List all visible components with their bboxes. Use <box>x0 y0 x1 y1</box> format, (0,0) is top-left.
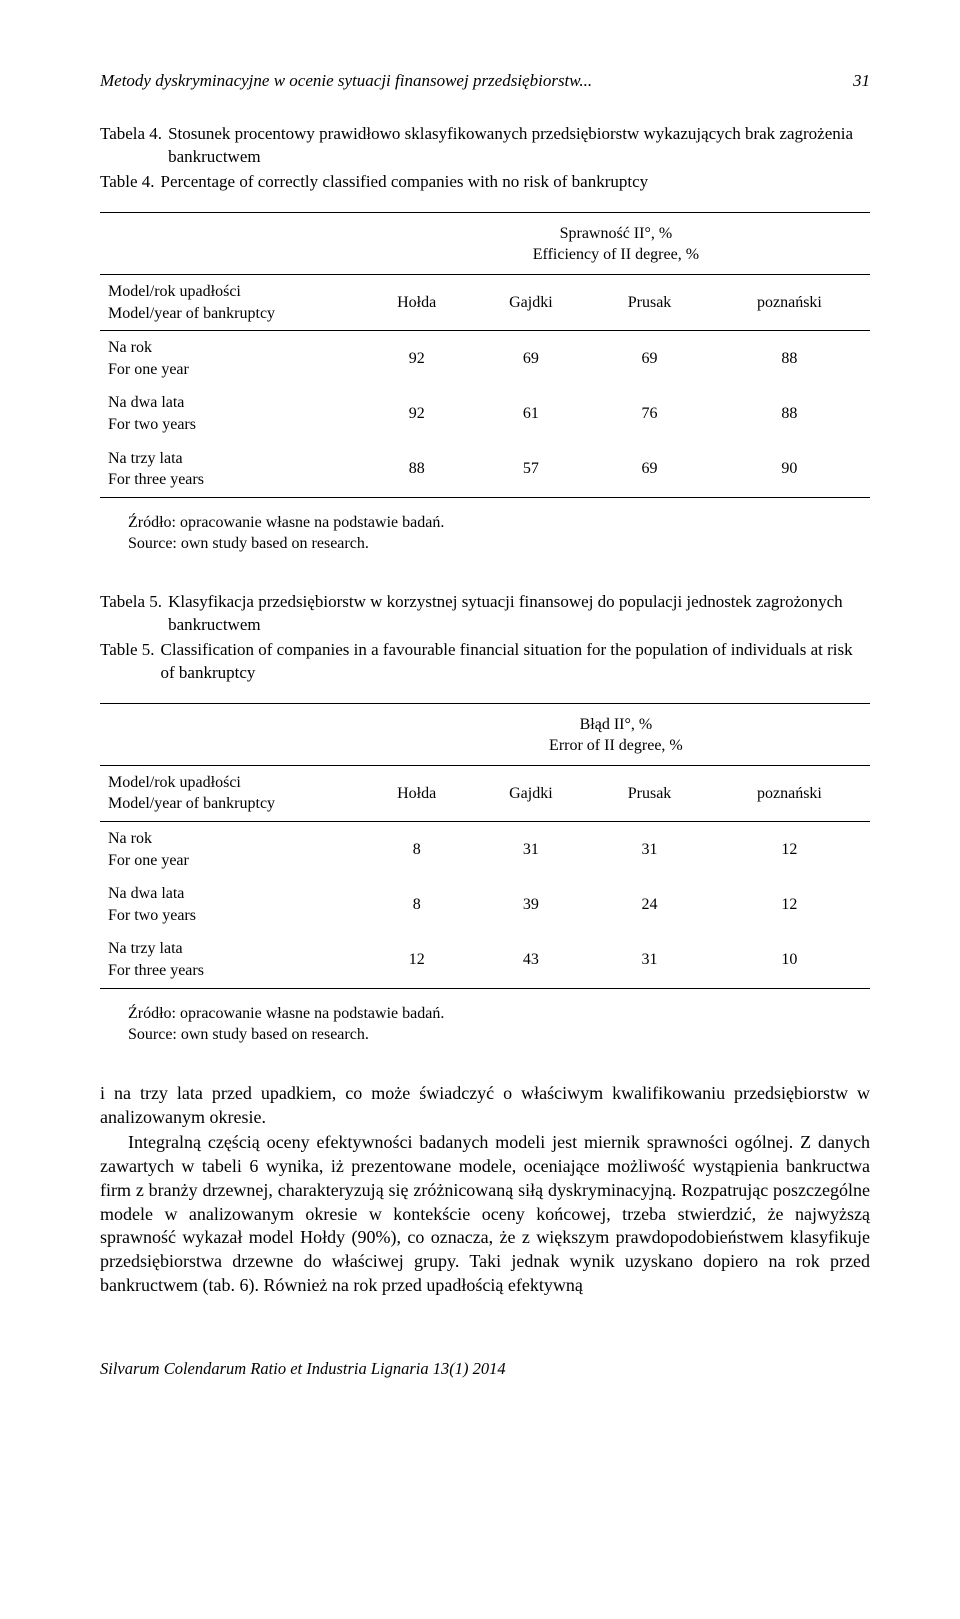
table4-source: Źródło: opracowanie własne na podstawie … <box>128 512 870 555</box>
table5-row0-label-en: For one year <box>108 850 354 872</box>
table5-col0-pl: Model/rok upadłości <box>108 772 354 794</box>
table-cell: 8 <box>362 877 472 932</box>
table4-col2: Gajdki <box>472 274 591 330</box>
table5-caption-pl-label: Tabela 5. <box>100 591 168 637</box>
table5-caption-pl: Tabela 5. Klasyfikacja przedsiębiorstw w… <box>100 591 870 637</box>
table5-col4: poznański <box>709 765 870 821</box>
table5-col1: Hołda <box>362 765 472 821</box>
table4-caption-pl-label: Tabela 4. <box>100 123 168 169</box>
source-pl: Źródło: opracowanie własne na podstawie … <box>128 512 870 534</box>
table5-superheader-en: Error of II degree, % <box>370 735 862 757</box>
table4-caption-en: Table 4. Percentage of correctly classif… <box>100 171 870 194</box>
table-cell: 10 <box>709 932 870 988</box>
table-cell: 69 <box>590 331 709 387</box>
table-cell: 88 <box>362 442 472 498</box>
table4-superheader-pl: Sprawność II°, % <box>370 223 862 245</box>
table4-row1-label-en: For two years <box>108 414 354 436</box>
table-cell: 69 <box>590 442 709 498</box>
table-cell: 12 <box>709 877 870 932</box>
table4-col0-en: Model/year of bankruptcy <box>108 303 354 325</box>
table-cell: 43 <box>472 932 591 988</box>
table4-col4: poznański <box>709 274 870 330</box>
table-cell: 39 <box>472 877 591 932</box>
table-cell: 31 <box>472 822 591 878</box>
table4-row1-label-pl: Na dwa lata <box>108 392 354 414</box>
page-number: 31 <box>853 70 870 93</box>
table5-col2: Gajdki <box>472 765 591 821</box>
journal-footer: Silvarum Colendarum Ratio et Industria L… <box>100 1358 870 1380</box>
table4-col1: Hołda <box>362 274 472 330</box>
table4-caption-en-label: Table 4. <box>100 171 161 194</box>
table-cell: 8 <box>362 822 472 878</box>
table4-superheader-en: Efficiency of II degree, % <box>370 244 862 266</box>
table5-col0-en: Model/year of bankruptcy <box>108 793 354 815</box>
table4-row2-label-en: For three years <box>108 469 354 491</box>
table5-superheader-pl: Błąd II°, % <box>370 714 862 736</box>
table-cell: 88 <box>709 386 870 441</box>
table5-row0-label-pl: Na rok <box>108 828 354 850</box>
source-pl: Źródło: opracowanie własne na podstawie … <box>128 1003 870 1025</box>
table4-caption-en-text: Percentage of correctly classified compa… <box>161 171 870 194</box>
table-cell: 69 <box>472 331 591 387</box>
table4-row2-label-pl: Na trzy lata <box>108 448 354 470</box>
table5-caption-pl-text: Klasyfikacja przedsiębiorstw w korzystne… <box>168 591 870 637</box>
table5-row2-label-pl: Na trzy lata <box>108 938 354 960</box>
table5-col3: Prusak <box>590 765 709 821</box>
table5-caption-en-text: Classification of companies in a favoura… <box>161 639 870 685</box>
table5-row1-label-pl: Na dwa lata <box>108 883 354 905</box>
table-cell: 12 <box>362 932 472 988</box>
running-header: Metody dyskryminacyjne w ocenie sytuacji… <box>100 70 870 93</box>
table4-col0-pl: Model/rok upadłości <box>108 281 354 303</box>
running-title: Metody dyskryminacyjne w ocenie sytuacji… <box>100 70 592 93</box>
table5-row1-label-en: For two years <box>108 905 354 927</box>
table4: Sprawność II°, % Efficiency of II degree… <box>100 212 870 498</box>
table-cell: 88 <box>709 331 870 387</box>
table-cell: 24 <box>590 877 709 932</box>
table-cell: 92 <box>362 331 472 387</box>
table-cell: 76 <box>590 386 709 441</box>
table-cell: 31 <box>590 822 709 878</box>
table-cell: 57 <box>472 442 591 498</box>
source-en: Source: own study based on research. <box>128 533 870 555</box>
table-cell: 61 <box>472 386 591 441</box>
table-cell: 90 <box>709 442 870 498</box>
table5-caption-en-label: Table 5. <box>100 639 161 685</box>
body-paragraph-1: i na trzy lata przed upadkiem, co może ś… <box>100 1082 870 1130</box>
table4-row0-label-en: For one year <box>108 359 354 381</box>
table5-source: Źródło: opracowanie własne na podstawie … <box>128 1003 870 1046</box>
body-paragraph-2: Integralną częścią oceny efektywności ba… <box>100 1131 870 1297</box>
table4-caption-pl: Tabela 4. Stosunek procentowy prawidłowo… <box>100 123 870 169</box>
table-cell: 12 <box>709 822 870 878</box>
table5-caption-en: Table 5. Classification of companies in … <box>100 639 870 685</box>
table4-row0-label-pl: Na rok <box>108 337 354 359</box>
table4-col3: Prusak <box>590 274 709 330</box>
table5-row2-label-en: For three years <box>108 960 354 982</box>
source-en: Source: own study based on research. <box>128 1024 870 1046</box>
table4-caption-pl-text: Stosunek procentowy prawidłowo sklasyfik… <box>168 123 870 169</box>
table-cell: 31 <box>590 932 709 988</box>
table5: Błąd II°, % Error of II degree, % Model/… <box>100 703 870 989</box>
table-cell: 92 <box>362 386 472 441</box>
